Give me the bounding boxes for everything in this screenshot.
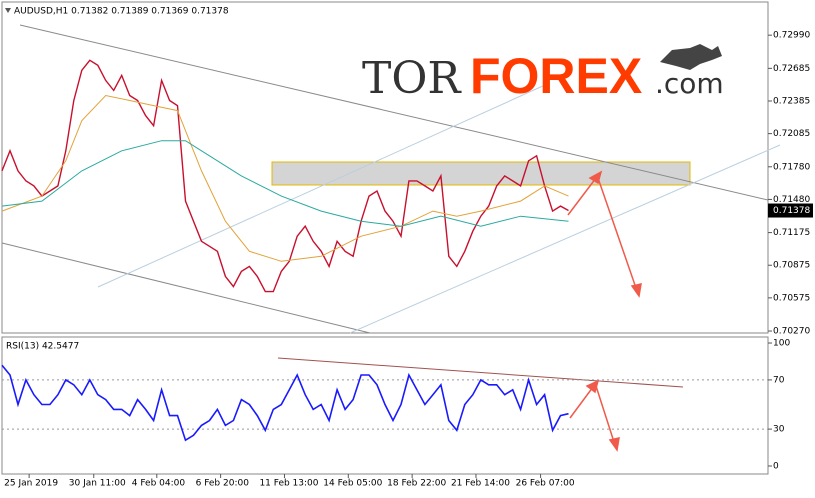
arrow bbox=[569, 386, 594, 419]
series-line bbox=[1, 94, 569, 262]
series-line bbox=[1, 140, 569, 227]
x-tick-label: 4 Feb 04:00 bbox=[132, 479, 186, 489]
y-tick-label: 0.72085 bbox=[773, 129, 810, 139]
price-panel bbox=[1, 1, 769, 334]
x-tick-label: 6 Feb 20:00 bbox=[196, 479, 250, 489]
current-price-label: 0.71378 bbox=[773, 206, 810, 216]
arrow-head bbox=[608, 437, 620, 452]
y-tick-label: 0.71480 bbox=[773, 195, 810, 205]
y-tick-label: 0.71175 bbox=[773, 228, 810, 238]
symbol-icon bbox=[5, 8, 11, 13]
y-tick-label: 0.70270 bbox=[773, 327, 810, 337]
y-tick-label: 0.72990 bbox=[773, 31, 810, 41]
arrow bbox=[567, 177, 597, 216]
logo-suffix: .com bbox=[655, 67, 724, 100]
forecast-arrows bbox=[567, 170, 642, 452]
x-tick-label: 14 Feb 05:00 bbox=[323, 479, 382, 489]
arrow-head bbox=[630, 283, 642, 298]
arrow bbox=[597, 177, 637, 289]
y-tick-label: 0 bbox=[773, 462, 779, 472]
rsi-panel bbox=[1, 336, 769, 475]
logo-accent: FOREX bbox=[470, 48, 642, 104]
series-line bbox=[1, 364, 569, 442]
resistance-zone bbox=[271, 161, 691, 186]
logo-bull bbox=[660, 44, 722, 70]
x-tick-label: 11 Feb 13:00 bbox=[259, 479, 318, 489]
x-tick-label: 25 Jan 2019 bbox=[4, 479, 58, 489]
channel-line bbox=[97, 84, 546, 288]
x-tick-label: 26 Feb 07:00 bbox=[516, 479, 575, 489]
y-tick-label: 100 bbox=[773, 339, 790, 349]
rsi-trend-line bbox=[277, 357, 684, 388]
logo-main: TOR bbox=[362, 53, 462, 104]
series-line bbox=[1, 59, 569, 293]
y-tick-label: 0.72385 bbox=[773, 96, 810, 106]
x-tick-label: 30 Jan 11:00 bbox=[69, 479, 126, 489]
y-tick-label: 70 bbox=[773, 375, 785, 385]
price-title: AUDUSD,H1 0.71382 0.71389 0.71369 0.7137… bbox=[14, 7, 229, 17]
y-tick-label: 30 bbox=[773, 425, 785, 435]
channel-line bbox=[349, 144, 781, 334]
y-tick-label: 0.71780 bbox=[773, 162, 810, 172]
rsi-title: RSI(13) 42.5477 bbox=[6, 342, 79, 352]
channel-line bbox=[19, 24, 769, 201]
current-price-tag bbox=[768, 203, 813, 218]
channel-line bbox=[1, 242, 371, 334]
y-tick-label: 0.70575 bbox=[773, 293, 810, 303]
arrow bbox=[595, 385, 615, 443]
x-tick-label: 21 Feb 14:00 bbox=[451, 479, 510, 489]
y-tick-label: 0.70875 bbox=[773, 261, 810, 271]
x-tick-label: 18 Feb 22:00 bbox=[387, 479, 446, 489]
y-tick-label: 0.72685 bbox=[773, 64, 810, 74]
